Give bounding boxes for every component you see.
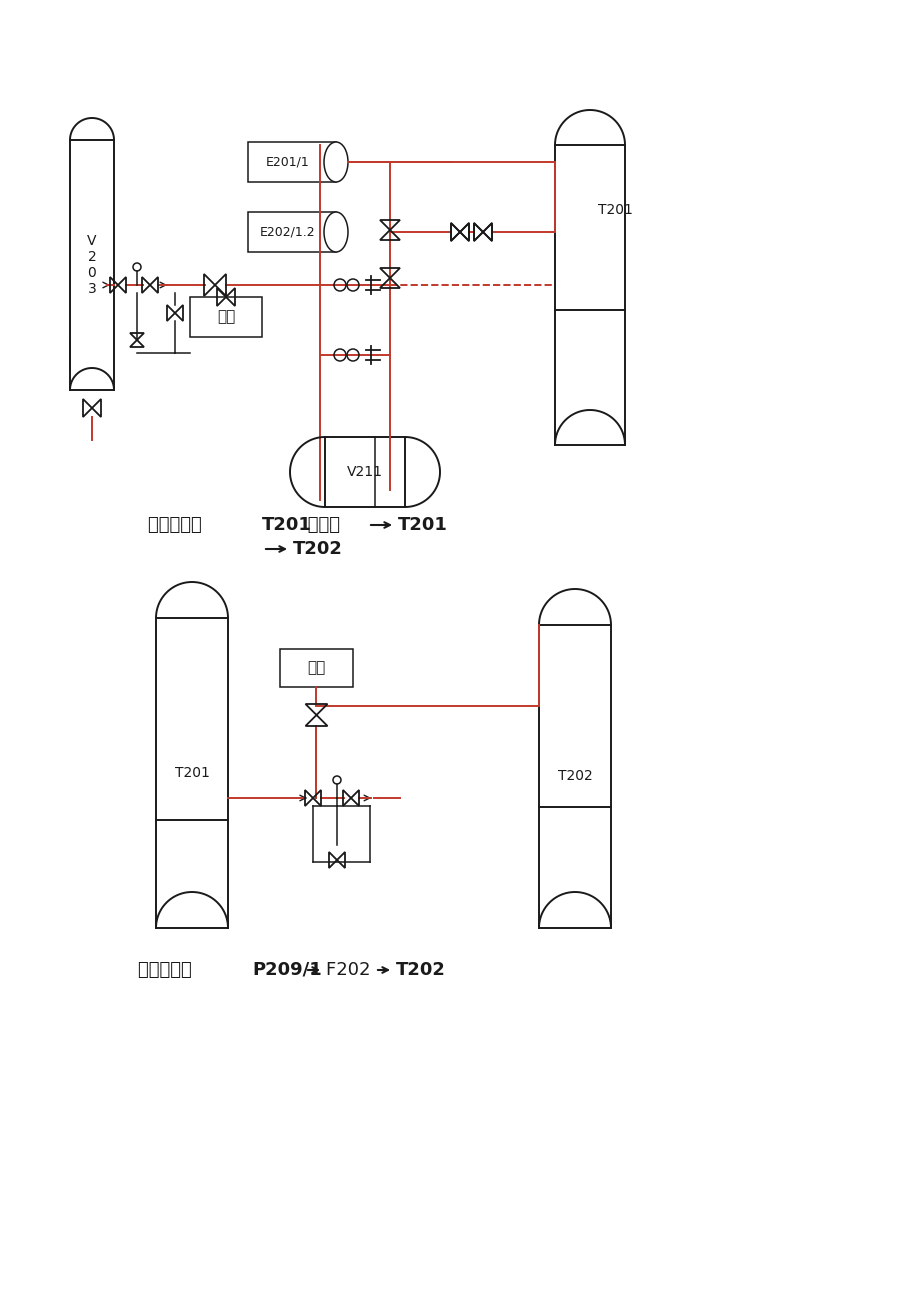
Text: V211: V211 — [346, 465, 382, 479]
Text: T201: T201 — [175, 766, 210, 780]
Bar — [539, 625, 610, 928]
Text: F202: F202 — [325, 961, 376, 979]
Text: 蒸汽: 蒸汽 — [307, 660, 325, 676]
Text: T202: T202 — [292, 540, 343, 559]
Bar — [248, 142, 335, 182]
Bar — [279, 648, 353, 687]
Bar — [324, 437, 404, 506]
Bar — [190, 297, 262, 337]
Text: T201: T201 — [262, 516, 312, 534]
Text: E201/1: E201/1 — [266, 155, 310, 168]
Bar — [554, 145, 624, 445]
Bar — [70, 141, 114, 391]
Bar — [156, 618, 228, 928]
Ellipse shape — [323, 212, 347, 253]
Text: 蒸汽: 蒸汽 — [217, 310, 235, 324]
Text: E202/1.2: E202/1.2 — [260, 225, 315, 238]
Text: V
2
0
3: V 2 0 3 — [87, 233, 96, 297]
Bar — [248, 212, 335, 253]
Text: T202: T202 — [395, 961, 446, 979]
Text: T201: T201 — [597, 203, 632, 217]
Text: 六．注汽点: 六．注汽点 — [148, 516, 208, 534]
Text: 七．注汽点: 七．注汽点 — [138, 961, 198, 979]
Text: T201: T201 — [398, 516, 448, 534]
Text: P209/1: P209/1 — [252, 961, 322, 979]
Text: 液控前: 液控前 — [301, 516, 340, 534]
Text: T202: T202 — [557, 769, 592, 784]
Ellipse shape — [323, 142, 347, 182]
